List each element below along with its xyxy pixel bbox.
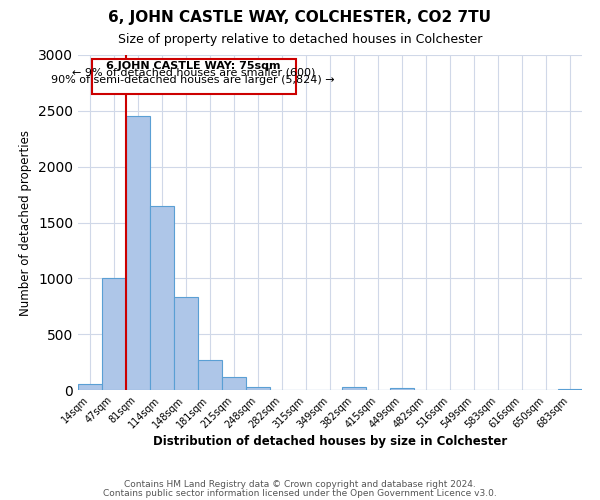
Text: 6 JOHN CASTLE WAY: 75sqm: 6 JOHN CASTLE WAY: 75sqm — [106, 61, 280, 71]
Bar — [102, 278, 126, 390]
Text: 90% of semi-detached houses are larger (5,824) →: 90% of semi-detached houses are larger (… — [52, 75, 335, 85]
Bar — [222, 376, 246, 390]
Text: ← 9% of detached houses are smaller (600): ← 9% of detached houses are smaller (600… — [71, 68, 315, 78]
Text: Contains public sector information licensed under the Open Government Licence v3: Contains public sector information licen… — [103, 489, 497, 498]
Bar — [126, 116, 150, 390]
Bar — [558, 389, 582, 390]
Bar — [174, 298, 198, 390]
Text: Contains HM Land Registry data © Crown copyright and database right 2024.: Contains HM Land Registry data © Crown c… — [124, 480, 476, 489]
Bar — [198, 360, 222, 390]
Text: 6, JOHN CASTLE WAY, COLCHESTER, CO2 7TU: 6, JOHN CASTLE WAY, COLCHESTER, CO2 7TU — [109, 10, 491, 25]
X-axis label: Distribution of detached houses by size in Colchester: Distribution of detached houses by size … — [153, 436, 507, 448]
Bar — [150, 206, 174, 390]
Text: Size of property relative to detached houses in Colchester: Size of property relative to detached ho… — [118, 32, 482, 46]
Bar — [246, 386, 270, 390]
FancyBboxPatch shape — [92, 60, 296, 94]
Bar — [78, 384, 102, 390]
Bar — [342, 386, 366, 390]
Y-axis label: Number of detached properties: Number of detached properties — [19, 130, 32, 316]
Bar — [390, 388, 414, 390]
